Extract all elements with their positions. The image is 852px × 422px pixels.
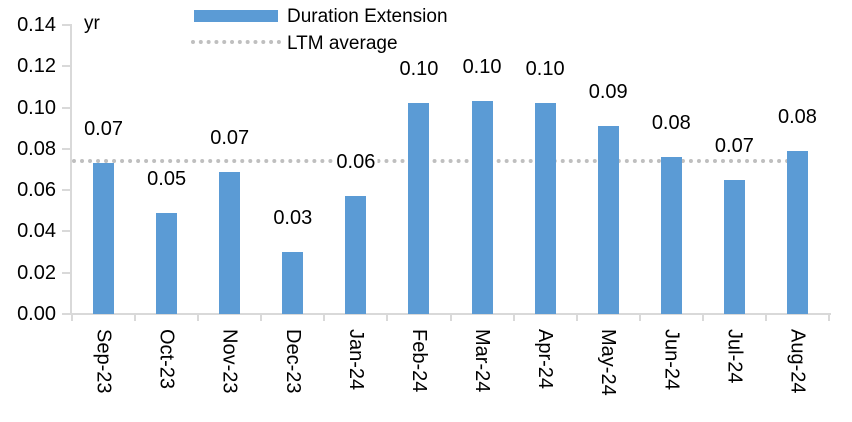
x-axis-line — [70, 313, 831, 315]
bar-apr-24 — [534, 103, 556, 314]
x-axis-label-apr-24: Apr-24 — [534, 329, 557, 390]
x-axis-tick — [575, 315, 578, 321]
x-axis-label-feb-24: Feb-24 — [407, 329, 430, 393]
bar-may-24 — [597, 126, 619, 314]
bar-sep-23 — [93, 163, 115, 314]
y-axis-tick-label: 0.04 — [17, 220, 56, 243]
bar-jul-24 — [723, 179, 745, 314]
y-axis-tick — [62, 24, 71, 26]
y-axis-tick-label: 0.02 — [17, 261, 56, 284]
y-axis-tick — [62, 106, 71, 109]
x-axis-tick — [638, 315, 641, 321]
x-axis-tick — [323, 315, 326, 321]
x-axis-tick — [764, 315, 767, 321]
ltm-average-line — [72, 159, 798, 164]
y-axis-line — [70, 24, 72, 314]
x-axis-label-jun-24: Jun-24 — [660, 329, 683, 391]
x-axis-tick — [512, 315, 515, 321]
x-axis-label-jul-24: Jul-24 — [723, 329, 746, 384]
y-axis-tick — [62, 65, 71, 68]
legend-dotted-line-swatch-icon — [191, 40, 281, 44]
x-axis-tick — [71, 315, 73, 321]
data-label-jun-24: 0.08 — [649, 112, 693, 135]
data-label-mar-24: 0.10 — [460, 56, 504, 79]
data-label-aug-24: 0.08 — [775, 105, 819, 128]
legend-bar-swatch-icon — [194, 10, 278, 22]
x-axis-tick — [260, 315, 263, 321]
y-axis-unit-label: yr — [84, 13, 100, 34]
data-label-sep-23: 0.07 — [82, 118, 125, 141]
x-axis-label-nov-23: Nov-23 — [218, 329, 241, 394]
bar-nov-23 — [219, 171, 241, 314]
data-label-dec-23: 0.03 — [271, 207, 315, 230]
y-axis-tick-label: 0.10 — [17, 96, 56, 119]
bar-jan-24 — [345, 196, 367, 314]
data-label-apr-24: 0.10 — [523, 58, 567, 81]
data-label-may-24: 0.09 — [586, 81, 630, 104]
x-axis-tick — [701, 315, 704, 321]
x-axis-tick — [449, 315, 452, 321]
x-axis-label-jan-24: Jan-24 — [344, 329, 367, 391]
y-axis-tick — [62, 313, 71, 315]
bar-dec-23 — [282, 252, 304, 314]
x-axis-label-mar-24: Mar-24 — [471, 329, 494, 393]
x-axis-tick — [828, 315, 830, 321]
bar-jun-24 — [660, 157, 682, 314]
y-axis-tick — [62, 189, 71, 192]
data-label-jan-24: 0.06 — [334, 151, 378, 174]
data-label-feb-24: 0.10 — [397, 58, 441, 81]
x-axis-label-aug-24: Aug-24 — [786, 329, 809, 394]
bar-mar-24 — [471, 101, 493, 314]
y-axis-tick — [62, 147, 71, 150]
bar-oct-23 — [156, 212, 178, 314]
y-axis-tick — [62, 271, 71, 274]
y-axis-tick-label: 0.12 — [17, 55, 56, 78]
data-label-jul-24: 0.07 — [712, 134, 756, 157]
y-axis-tick-label: 0.08 — [17, 137, 56, 160]
x-axis-tick — [134, 315, 137, 321]
x-axis-label-oct-23: Oct-23 — [155, 329, 178, 390]
legend-label-ltm-average: LTM average — [287, 33, 398, 54]
y-axis-tick-label: 0.14 — [17, 14, 56, 36]
bar-aug-24 — [786, 150, 808, 314]
x-axis-label-sep-23: Sep-23 — [92, 329, 115, 394]
x-axis-label-dec-23: Dec-23 — [281, 329, 304, 394]
y-axis-tick-label: 0.06 — [17, 179, 56, 202]
x-axis-tick — [386, 315, 389, 321]
data-label-oct-23: 0.05 — [145, 167, 189, 190]
y-axis-tick — [62, 230, 71, 233]
data-label-nov-23: 0.07 — [208, 126, 252, 149]
x-axis-label-may-24: May-24 — [597, 329, 620, 396]
bar-feb-24 — [408, 103, 430, 314]
legend-label-duration-extension: Duration Extension — [287, 6, 448, 27]
y-axis-tick-label: 0.00 — [17, 303, 56, 325]
x-axis-tick — [197, 315, 200, 321]
